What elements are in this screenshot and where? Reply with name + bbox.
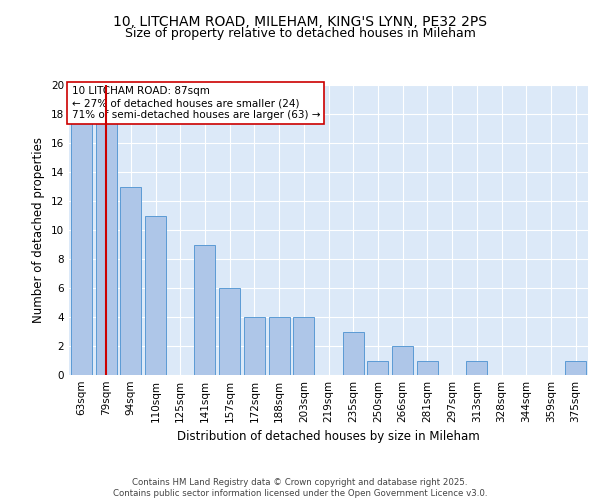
- Text: Size of property relative to detached houses in Mileham: Size of property relative to detached ho…: [125, 28, 475, 40]
- Bar: [392, 346, 413, 375]
- Bar: [244, 317, 265, 375]
- Bar: [219, 288, 240, 375]
- Bar: [343, 332, 364, 375]
- Text: 10, LITCHAM ROAD, MILEHAM, KING'S LYNN, PE32 2PS: 10, LITCHAM ROAD, MILEHAM, KING'S LYNN, …: [113, 15, 487, 29]
- Bar: [145, 216, 166, 375]
- Bar: [194, 244, 215, 375]
- Bar: [71, 100, 92, 375]
- Bar: [565, 360, 586, 375]
- Bar: [367, 360, 388, 375]
- Text: 10 LITCHAM ROAD: 87sqm
← 27% of detached houses are smaller (24)
71% of semi-det: 10 LITCHAM ROAD: 87sqm ← 27% of detached…: [71, 86, 320, 120]
- Bar: [120, 186, 141, 375]
- Bar: [269, 317, 290, 375]
- Text: Contains HM Land Registry data © Crown copyright and database right 2025.
Contai: Contains HM Land Registry data © Crown c…: [113, 478, 487, 498]
- Y-axis label: Number of detached properties: Number of detached properties: [32, 137, 46, 323]
- Bar: [95, 100, 116, 375]
- Bar: [417, 360, 438, 375]
- Bar: [466, 360, 487, 375]
- X-axis label: Distribution of detached houses by size in Mileham: Distribution of detached houses by size …: [177, 430, 480, 444]
- Bar: [293, 317, 314, 375]
